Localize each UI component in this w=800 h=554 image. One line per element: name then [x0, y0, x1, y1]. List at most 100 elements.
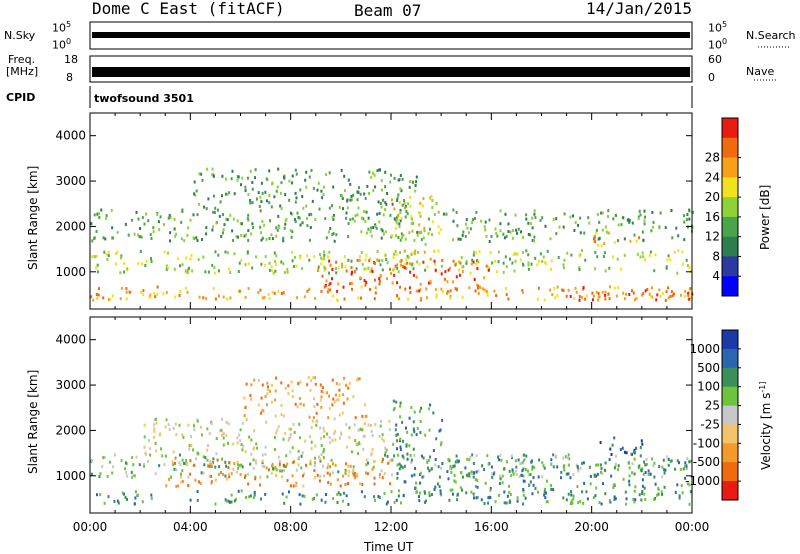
echo-cell	[614, 462, 617, 466]
echo-cell	[318, 455, 320, 459]
echo-cell	[653, 475, 656, 479]
echo-cell	[562, 465, 565, 469]
echo-cell	[400, 189, 403, 193]
echo-cell	[181, 263, 184, 267]
echo-cell	[370, 267, 373, 271]
echo-cell	[420, 238, 423, 242]
echo-cell	[435, 437, 438, 441]
echo-cell	[299, 188, 302, 192]
echo-cell	[352, 395, 355, 399]
echo-cell	[291, 250, 293, 254]
echo-cell	[365, 463, 368, 467]
echo-cell	[262, 409, 265, 413]
echo-cell	[685, 258, 688, 262]
echo-cell	[337, 491, 340, 495]
echo-cell	[393, 454, 396, 458]
echo-cell	[572, 214, 574, 218]
echo-cell	[373, 278, 376, 282]
echo-cell	[593, 473, 596, 477]
echo-cell	[400, 259, 403, 263]
echo-cell	[530, 459, 533, 463]
echo-cell	[123, 492, 125, 496]
echo-cell	[251, 222, 254, 226]
echo-cell	[613, 436, 616, 440]
echo-cell	[577, 469, 580, 473]
echo-cell	[615, 294, 618, 298]
echo-cell	[469, 227, 472, 231]
echo-cell	[98, 475, 101, 479]
echo-cell	[330, 458, 333, 462]
echo-cell	[399, 439, 401, 443]
echo-cell	[193, 428, 196, 432]
echo-cell	[201, 178, 204, 182]
echo-cell	[408, 444, 411, 448]
echo-cell	[244, 189, 247, 193]
echo-cell	[174, 456, 177, 460]
echo-cell	[656, 493, 659, 497]
echo-cell	[179, 453, 181, 457]
echo-cell	[466, 226, 469, 230]
echo-cell	[342, 207, 344, 211]
echo-cell	[261, 464, 264, 468]
echo-cell	[416, 230, 419, 234]
echo-cell	[679, 468, 682, 471]
echo-cell	[601, 228, 604, 232]
echo-cell	[306, 289, 309, 293]
y-tick-label: 2000	[55, 423, 86, 437]
echo-cell	[536, 297, 539, 301]
echo-cell	[435, 295, 438, 299]
echo-cell	[356, 198, 359, 202]
echo-cell	[275, 234, 278, 238]
echo-cell	[420, 230, 423, 234]
echo-cell	[280, 207, 283, 210]
echo-cell	[403, 464, 406, 468]
echo-cell	[572, 497, 575, 501]
echo-cell	[314, 218, 317, 221]
echo-cell	[314, 382, 317, 386]
echo-cell	[453, 464, 456, 468]
echo-cell	[290, 380, 293, 384]
echo-cell	[419, 431, 422, 434]
echo-cell	[233, 252, 236, 256]
echo-cell	[267, 292, 270, 296]
echo-cell	[196, 213, 199, 217]
echo-cell	[244, 263, 247, 267]
echo-cell	[674, 467, 677, 471]
echo-cell	[660, 490, 663, 494]
echo-cell	[495, 232, 498, 235]
echo-cell	[386, 261, 389, 265]
echo-cell	[628, 479, 631, 483]
echo-cell	[344, 255, 346, 259]
echo-cell	[211, 462, 214, 466]
echo-cell	[484, 228, 487, 232]
echo-cell	[260, 238, 263, 242]
echo-cell	[357, 377, 360, 381]
echo-cell	[391, 202, 394, 206]
echo-cell	[601, 472, 604, 476]
echo-cell	[206, 167, 209, 171]
echo-cell	[337, 266, 340, 270]
echo-cell	[596, 213, 599, 216]
echo-cell	[332, 497, 335, 501]
echo-cell	[319, 459, 322, 463]
echo-cell	[96, 263, 99, 267]
echo-cell	[597, 298, 599, 302]
echo-cell	[369, 257, 371, 261]
echo-cell	[534, 216, 537, 219]
echo-cell	[670, 459, 673, 463]
echo-cell	[95, 293, 98, 296]
echo-cell	[315, 493, 318, 497]
echo-cell	[389, 482, 392, 486]
echo-cell	[368, 192, 370, 195]
echo-cell	[522, 474, 525, 478]
echo-cell	[222, 432, 225, 435]
echo-cell	[396, 476, 399, 480]
echo-cell	[188, 444, 191, 448]
echo-cell	[555, 232, 558, 236]
echo-cell	[550, 267, 552, 271]
echo-cell	[625, 497, 628, 501]
echo-cell	[328, 271, 331, 275]
echo-cell	[412, 427, 415, 431]
echo-cell	[339, 436, 342, 440]
echo-cell	[396, 439, 399, 443]
